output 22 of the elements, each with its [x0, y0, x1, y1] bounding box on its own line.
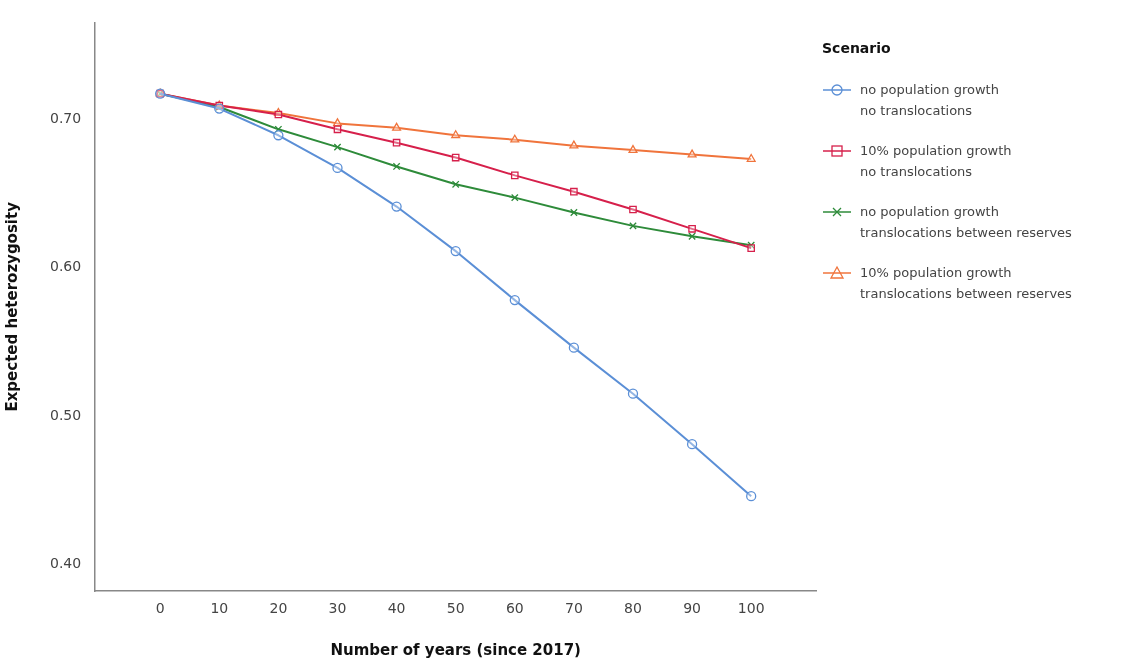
x-tick-label: 60	[505, 600, 524, 617]
x-axis-title: Number of years (since 2017)	[330, 640, 581, 659]
legend-label: no population growth translocations between reserves	[860, 203, 1072, 242]
y-tick-label: 0.50	[50, 406, 82, 423]
legend-title: Scenario	[822, 40, 892, 56]
x-tick-label: 10	[210, 600, 229, 617]
x-tick-label: 0	[155, 600, 165, 617]
x-tick-label: 90	[683, 600, 701, 617]
x-tick-label: 70	[564, 600, 583, 617]
x-tick-label: 30	[328, 600, 347, 617]
y-tick-label: 0.40	[50, 555, 82, 572]
x-tick-label: 40	[387, 600, 406, 617]
x-tick-label: 50	[446, 600, 465, 617]
x-tick-label: 20	[269, 600, 288, 617]
x-tick-label: 100	[737, 600, 765, 617]
y-tick-label: 0.60	[50, 258, 82, 275]
legend-label: no population growth no translocations	[860, 81, 999, 120]
legend-label: 10% population growth no translocations	[860, 142, 1012, 181]
y-tick-label: 0.70	[50, 109, 82, 126]
legend-label: 10% population growth translocations between reserves	[860, 264, 1072, 303]
y-axis-title: Expected heterozygosity	[2, 201, 21, 412]
x-tick-label: 80	[624, 600, 642, 617]
